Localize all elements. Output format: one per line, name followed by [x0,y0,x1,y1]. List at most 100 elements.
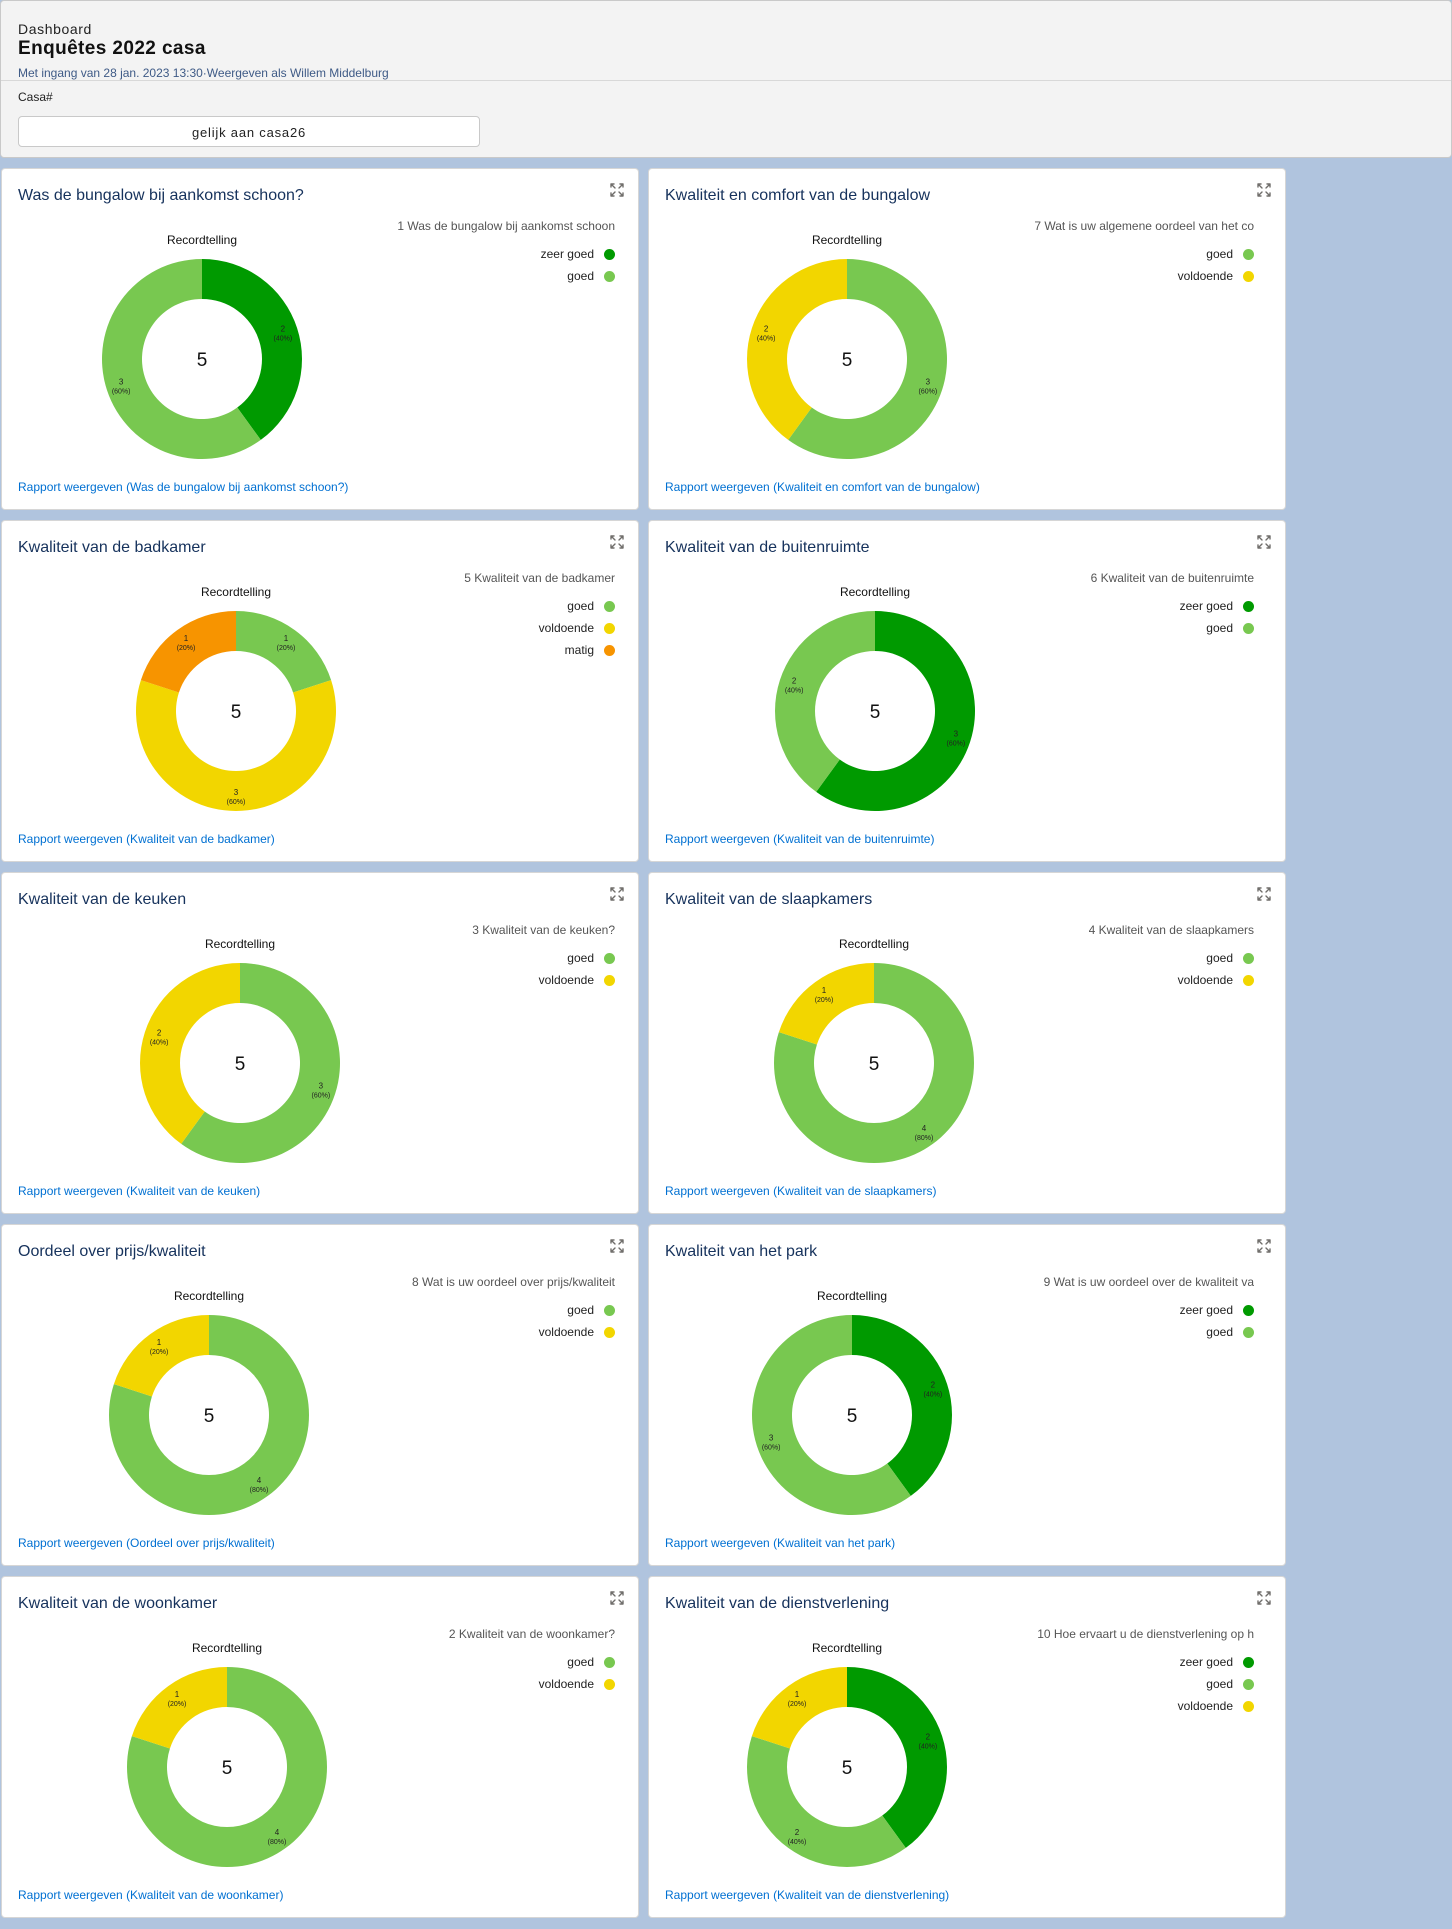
donut-slice[interactable] [816,611,975,811]
legend-label: goed [1206,1325,1233,1339]
donut-slice[interactable] [101,259,261,459]
legend-item[interactable]: zeer goed [541,243,615,265]
legend-title: 1 Was de bungalow bij aankomst schoon [397,219,615,233]
donut-chart: Recordtelling 4 (80%) 1 (20%) 5 [774,937,974,1163]
view-report-link[interactable]: Rapport weergeven (Was de bungalow bij a… [18,480,349,494]
legend-swatch [604,974,615,986]
expand-icon[interactable] [610,887,624,901]
view-report-link[interactable]: Rapport weergeven (Kwaliteit en comfort … [665,480,980,494]
donut-total: 5 [197,350,208,371]
legend-item[interactable]: voldoende [539,1673,615,1695]
legend-item[interactable]: goed [541,265,615,287]
donut-slice[interactable] [788,259,947,459]
slice-value-label: 1 [175,1690,180,1699]
donut-slice[interactable] [847,1667,947,1848]
header-divider [1,80,1451,81]
donut-slice[interactable] [113,1315,209,1397]
donut-chart: Recordtelling 4 (80%) 1 (20%) 5 [109,1289,309,1515]
view-report-link[interactable]: Rapport weergeven (Kwaliteit van de dien… [665,1888,950,1902]
expand-icon[interactable] [1257,1239,1271,1253]
slice-percent-label: (80%) [915,1135,934,1142]
expand-icon[interactable] [610,1239,624,1253]
donut-slice[interactable] [747,259,847,440]
expand-icon[interactable] [1257,1591,1271,1605]
slice-percent-label: (40%) [785,688,804,695]
dashboard-header: Dashboard Enquêtes 2022 casa Met ingang … [0,0,1452,158]
slice-value-label: 4 [257,1476,262,1485]
donut-slice[interactable] [131,1667,227,1749]
legend-label: zeer goed [1179,1303,1233,1317]
donut-slice[interactable] [778,963,874,1045]
view-report-link[interactable]: Rapport weergeven (Kwaliteit van de woon… [18,1888,284,1902]
legend-item[interactable]: goed [1178,1673,1254,1695]
expand-icon[interactable] [1257,183,1271,197]
donut-slice[interactable] [135,680,336,811]
legend-item[interactable]: goed [1180,1321,1254,1343]
chart-title: Recordtelling [167,233,237,247]
view-report-link[interactable]: Rapport weergeven (Kwaliteit van het par… [665,1536,896,1550]
legend-item[interactable]: goed [539,1299,615,1321]
dashboard-card: Was de bungalow bij aankomst schoon? 1 Wa… [1,168,639,510]
donut-slice[interactable] [109,1315,309,1515]
donut-slice[interactable] [181,963,340,1163]
donut-slice[interactable] [127,1667,327,1867]
donut-slice[interactable] [774,963,974,1163]
slice-value-label: 2 [792,677,797,686]
legend-item[interactable]: voldoende [539,1321,615,1343]
legend-item[interactable]: goed [1180,617,1254,639]
legend-item[interactable]: voldoende [1178,1695,1254,1717]
legend-title: 2 Kwaliteit van de woonkamer? [448,1627,615,1641]
legend-swatch [604,644,615,656]
legend-label: goed [567,599,594,613]
view-report-link[interactable]: Rapport weergeven (Kwaliteit van de keuk… [18,1184,261,1198]
legend-item[interactable]: goed [539,1651,615,1673]
filter-casa-button[interactable]: gelijk aan casa26 [18,116,480,147]
donut-slice[interactable] [775,611,875,792]
legend-item[interactable]: goed [539,595,615,617]
legend-item[interactable]: voldoende [539,617,615,639]
donut-slice[interactable] [751,1667,847,1749]
chart-legend: goed voldoende [539,1651,615,1695]
donut-slice[interactable] [752,1315,911,1515]
legend-label: voldoende [538,1325,594,1339]
donut-slice[interactable] [139,963,240,1144]
donut-total: 5 [222,1758,233,1779]
donut-slice[interactable] [747,1736,906,1867]
slice-percent-label: (40%) [788,1839,807,1846]
slice-value-label: 3 [769,1433,774,1442]
view-report-link[interactable]: Rapport weergeven (Oordeel over prijs/kw… [18,1536,275,1550]
legend-item[interactable]: voldoende [539,969,615,991]
slice-percent-label: (20%) [788,1701,807,1708]
donut-slice[interactable] [852,1315,952,1496]
slice-value-label: 2 [764,325,769,334]
legend-label: goed [567,1303,594,1317]
donut-slice[interactable] [140,611,236,693]
legend-item[interactable]: zeer goed [1180,595,1254,617]
expand-icon[interactable] [610,183,624,197]
view-report-link[interactable]: Rapport weergeven (Kwaliteit van de slaa… [665,1184,937,1198]
legend-swatch [1243,622,1254,634]
donut-slice[interactable] [236,611,332,693]
expand-icon[interactable] [1257,887,1271,901]
slice-value-label: 1 [157,1338,162,1347]
legend-item[interactable]: goed [1178,947,1254,969]
view-report-link[interactable]: Rapport weergeven (Kwaliteit van de badk… [18,832,275,846]
expand-icon[interactable] [1257,535,1271,549]
donut-slice[interactable] [202,259,302,440]
card-title: Was de bungalow bij aankomst schoon? [18,187,304,204]
legend-item[interactable]: voldoende [1178,265,1254,287]
legend-title: 7 Wat is uw algemene oordeel van het co [1034,219,1254,233]
donut-chart: Recordtelling 2 (40%) 3 (60%) 5 [101,233,302,459]
view-report-link[interactable]: Rapport weergeven (Kwaliteit van de buit… [665,832,935,846]
legend-item[interactable]: zeer goed [1178,1651,1254,1673]
legend-label: goed [567,951,594,965]
legend-item[interactable]: voldoende [1178,969,1254,991]
legend-item[interactable]: matig [539,639,615,661]
chart-legend: zeer goed goed [1180,595,1254,639]
legend-item[interactable]: goed [539,947,615,969]
legend-item[interactable]: zeer goed [1180,1299,1254,1321]
legend-title: 4 Kwaliteit van de slaapkamers [1088,923,1254,937]
expand-icon[interactable] [610,535,624,549]
expand-icon[interactable] [610,1591,624,1605]
legend-item[interactable]: goed [1178,243,1254,265]
